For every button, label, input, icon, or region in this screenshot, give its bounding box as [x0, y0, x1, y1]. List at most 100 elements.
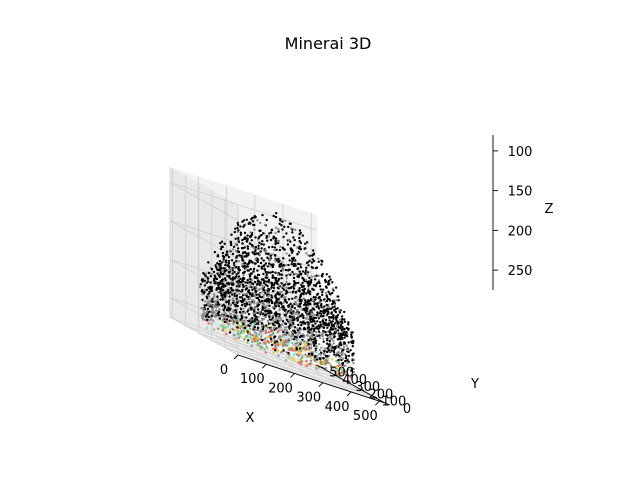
data-point [250, 323, 253, 327]
data-point [216, 301, 220, 304]
data-point [304, 269, 308, 272]
data-point [335, 318, 338, 321]
data-point [296, 331, 299, 334]
data-point [287, 319, 290, 322]
data-point [214, 309, 218, 312]
data-point [246, 278, 249, 282]
data-point [303, 303, 307, 306]
data-point [280, 329, 283, 332]
data-point [259, 329, 263, 332]
data-point [249, 234, 253, 238]
data-point [283, 248, 286, 251]
data-point [293, 352, 296, 356]
data-point [250, 217, 253, 221]
data-point [302, 292, 305, 296]
data-point [260, 299, 264, 303]
data-point [324, 347, 327, 350]
data-point [303, 346, 306, 349]
data-point [261, 240, 264, 243]
data-point [275, 327, 278, 330]
data-point [257, 273, 261, 277]
data-point [249, 222, 252, 225]
y-tick [384, 402, 391, 406]
data-point [297, 354, 300, 357]
data-point [316, 358, 319, 361]
data-point [319, 323, 322, 326]
data-point [243, 224, 246, 227]
data-point [269, 264, 272, 268]
data-point [262, 281, 266, 285]
data-point [271, 274, 274, 277]
data-point [266, 295, 269, 298]
data-point [288, 348, 291, 351]
data-point [297, 275, 300, 279]
data-point [302, 316, 305, 319]
x-tick-label: 300 [296, 391, 321, 406]
data-point [319, 321, 322, 324]
data-point [274, 254, 277, 257]
data-point [285, 329, 288, 332]
data-point [235, 321, 239, 325]
data-point [218, 275, 222, 279]
data-point [276, 330, 279, 334]
data-point [318, 349, 322, 352]
data-point [315, 350, 318, 354]
data-point [231, 301, 235, 304]
data-point [234, 304, 237, 308]
data-point [315, 327, 318, 330]
data-point [256, 341, 259, 345]
data-point [312, 308, 316, 311]
data-point [256, 311, 259, 315]
data-point [243, 261, 247, 265]
data-point [326, 310, 330, 313]
data-point [318, 357, 322, 361]
data-point [282, 268, 285, 272]
y-tick [345, 380, 351, 384]
data-point [304, 353, 307, 356]
data-point [310, 327, 313, 330]
data-point [288, 353, 291, 356]
data-point [269, 322, 272, 325]
data-point [285, 274, 288, 277]
data-point [249, 278, 252, 281]
data-point [299, 299, 302, 303]
data-point [231, 272, 234, 275]
data-point [313, 355, 317, 359]
data-point [217, 263, 220, 266]
data-point [277, 227, 280, 231]
data-point [225, 282, 229, 285]
data-point [210, 323, 214, 326]
data-point [214, 302, 218, 305]
data-point [268, 232, 271, 235]
data-point [289, 318, 293, 321]
data-point [268, 311, 271, 315]
data-point [324, 280, 327, 284]
data-point [215, 266, 218, 269]
data-point [347, 323, 350, 326]
data-point [299, 321, 302, 324]
data-point [305, 309, 308, 313]
data-point [209, 305, 212, 308]
data-point [216, 291, 220, 294]
data-point [255, 334, 258, 338]
data-point [295, 303, 298, 306]
data-point [234, 275, 238, 278]
y-tick-label: 100 [382, 395, 407, 410]
data-point [322, 312, 326, 315]
data-point [281, 228, 284, 231]
data-point [239, 335, 243, 339]
data-point [259, 281, 262, 285]
data-point [275, 312, 278, 316]
data-point [269, 336, 272, 339]
data-point [272, 347, 275, 351]
data-point [285, 310, 288, 314]
data-point [258, 310, 261, 314]
data-point [292, 358, 295, 362]
data-point [259, 320, 262, 323]
data-point [317, 330, 321, 333]
data-point [290, 356, 293, 360]
data-point [297, 361, 300, 364]
data-point [332, 314, 335, 317]
data-point [317, 327, 320, 331]
data-point [291, 260, 294, 263]
